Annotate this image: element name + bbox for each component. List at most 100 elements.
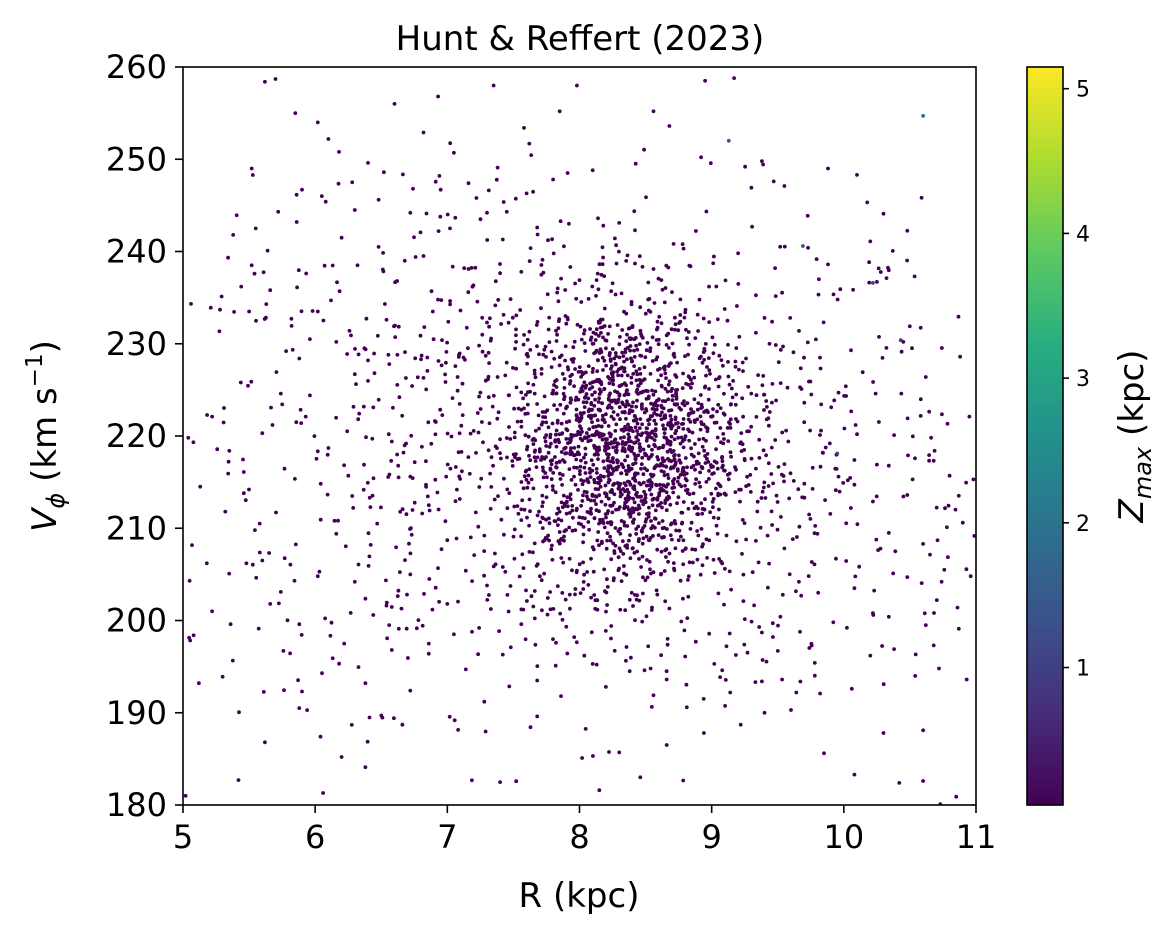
scatter-point — [727, 382, 732, 387]
scatter-point — [935, 538, 940, 543]
scatter-point — [695, 417, 700, 422]
scatter-point — [550, 557, 555, 562]
scatter-point — [591, 754, 595, 758]
y-tick-label: 240 — [106, 233, 167, 271]
scatter-point — [617, 566, 621, 571]
colorbar-label-sub: max — [1129, 446, 1157, 499]
scatter-point — [670, 393, 675, 398]
scatter-point — [492, 497, 497, 502]
scatter-point — [934, 505, 939, 510]
scatter-point — [540, 465, 545, 470]
scatter-point — [565, 495, 570, 499]
scatter-point — [867, 280, 872, 285]
scatter-point — [690, 547, 695, 552]
scatter-point — [498, 451, 502, 455]
scatter-point — [586, 409, 591, 414]
scatter-point — [956, 314, 961, 319]
scatter-point — [927, 458, 931, 463]
scatter-point — [339, 755, 344, 759]
scatter-point — [690, 501, 695, 505]
scatter-point — [567, 525, 572, 530]
scatter-point — [634, 343, 638, 348]
scatter-point — [814, 257, 819, 261]
scatter-point — [349, 723, 354, 727]
scatter-point — [606, 424, 611, 428]
scatter-point — [874, 494, 879, 499]
scatter-point — [661, 423, 665, 428]
scatter-point — [686, 578, 690, 582]
scatter-point — [540, 515, 545, 520]
scatter-point — [729, 587, 733, 592]
scatter-point — [554, 465, 559, 470]
scatter-point — [594, 502, 598, 506]
scatter-point — [683, 476, 688, 481]
scatter-point — [253, 226, 258, 231]
scatter-point — [806, 245, 810, 250]
scatter-point — [645, 558, 649, 562]
scatter-point — [544, 355, 548, 359]
scatter-point — [857, 564, 862, 569]
scatter-point — [436, 229, 441, 234]
scatter-point — [639, 404, 644, 409]
scatter-point — [639, 565, 643, 569]
scatter-point — [764, 417, 769, 422]
scatter-point — [659, 469, 664, 473]
scatter-point — [672, 568, 677, 573]
scatter-point — [433, 477, 438, 482]
scatter-point — [790, 537, 795, 541]
scatter-point — [633, 336, 638, 340]
scatter-point — [679, 619, 684, 624]
scatter-point — [685, 491, 690, 495]
scatter-point — [646, 514, 651, 519]
scatter-point — [656, 446, 661, 451]
scatter-point — [595, 471, 599, 475]
scatter-point — [641, 502, 646, 507]
scatter-point — [662, 569, 667, 573]
scatter-point — [586, 497, 590, 501]
scatter-point — [617, 249, 621, 254]
scatter-point — [650, 447, 654, 452]
scatter-point — [396, 626, 401, 631]
scatter-point — [623, 350, 628, 355]
scatter-point — [610, 510, 615, 515]
scatter-point — [624, 573, 629, 577]
scatter-point — [886, 268, 891, 273]
scatter-point — [637, 342, 642, 346]
scatter-point — [620, 442, 625, 446]
scatter-point — [602, 567, 607, 572]
scatter-point — [629, 356, 633, 361]
scatter-point — [635, 471, 640, 476]
scatter-point — [644, 430, 648, 435]
scatter-point — [536, 413, 541, 418]
scatter-point — [427, 577, 432, 581]
scatter-point — [535, 232, 540, 237]
scatter-point — [741, 599, 746, 603]
scatter-point — [676, 538, 681, 543]
scatter-point — [588, 327, 592, 331]
scatter-point — [495, 375, 500, 379]
scatter-point — [604, 515, 608, 520]
scatter-point — [551, 391, 555, 396]
scatter-point — [649, 480, 653, 485]
scatter-point — [488, 471, 492, 476]
scatter-point — [507, 393, 511, 398]
scatter-point — [648, 666, 653, 671]
scatter-point — [273, 77, 278, 81]
scatter-point — [821, 320, 826, 325]
scatter-point — [610, 364, 614, 369]
scatter-point — [468, 431, 473, 436]
scatter-point — [628, 348, 632, 353]
scatter-point — [688, 420, 693, 424]
scatter-point — [186, 435, 191, 440]
scatter-point — [760, 159, 764, 164]
scatter-point — [364, 316, 369, 321]
scatter-point — [586, 297, 591, 301]
scatter-point — [699, 465, 704, 469]
scatter-point — [505, 487, 510, 492]
scatter-point — [592, 452, 597, 457]
scatter-point — [632, 441, 637, 445]
scatter-point — [886, 614, 891, 619]
scatter-point — [671, 242, 676, 246]
scatter-point — [566, 441, 570, 445]
scatter-point — [843, 384, 848, 389]
